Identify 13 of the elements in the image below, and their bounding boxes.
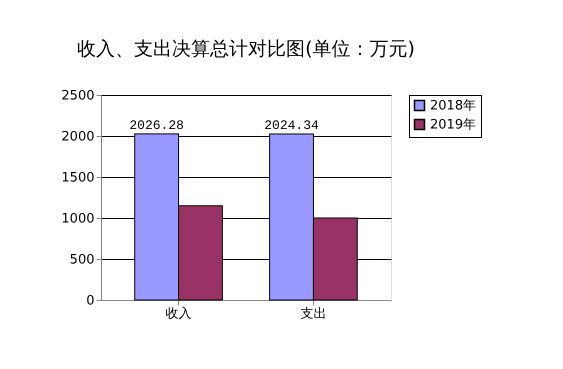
- legend-label: 2018年: [430, 98, 476, 114]
- legend-label: 2019年: [430, 118, 476, 132]
- y-tick-label: 1500: [61, 170, 94, 186]
- chart-title: 收入、支出决算总计对比图(单位：万元): [77, 38, 415, 60]
- y-tick-label: 1000: [61, 212, 94, 226]
- x-tick-label: 支出: [300, 306, 326, 322]
- y-tick-label: 2500: [61, 88, 94, 104]
- y-tick-label: 2000: [61, 130, 94, 144]
- x-tick-label: 收入: [166, 306, 192, 322]
- data-label: 2026.28: [129, 118, 184, 133]
- y-tick-label: 0: [86, 294, 94, 308]
- y-tick-label: 500: [70, 252, 94, 268]
- data-label: 2024.34: [264, 118, 320, 134]
